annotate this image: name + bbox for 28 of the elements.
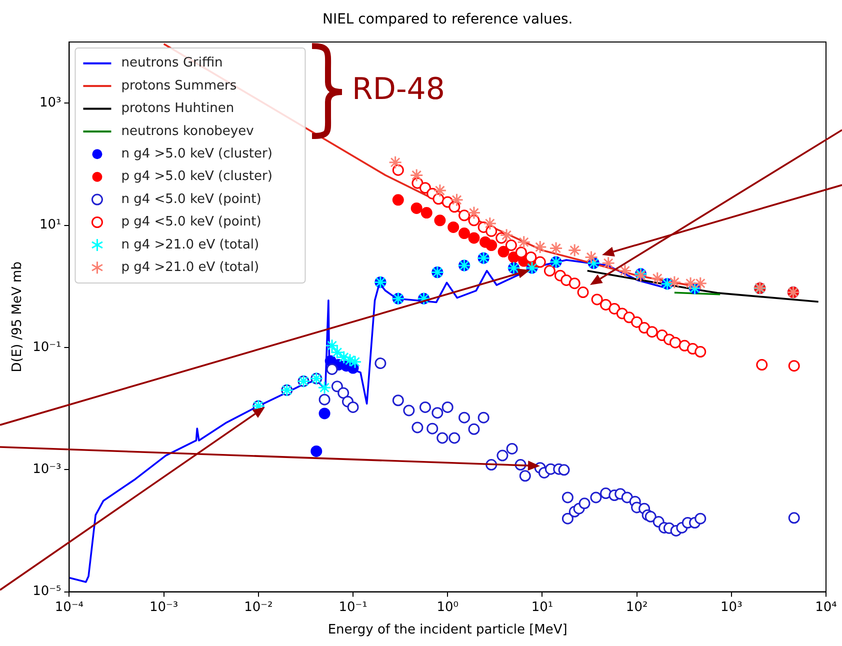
legend-label: neutrons konobeyev (121, 124, 254, 139)
legend-label: p g4 <5.0 keV (point) (121, 214, 262, 230)
y-tick-label: 10³ (39, 95, 62, 110)
x-tick-label: 10⁴ (815, 600, 837, 615)
x-tick-label: 10⁻² (244, 600, 273, 615)
legend-label: n g4 >5.0 keV (cluster) (121, 146, 272, 162)
x-axis-title: Energy of the incident particle [MeV] (328, 622, 568, 638)
y-tick-label: 10⁻³ (32, 462, 62, 477)
annotation: RD-48 (352, 72, 445, 107)
legend-label: p g4 >5.0 keV (cluster) (121, 169, 272, 184)
chart-title: NIEL compared to reference values. (322, 12, 573, 28)
legend-label: protons Huhtinen (121, 101, 234, 116)
y-tick-label: 10⁻⁵ (32, 584, 62, 600)
legend-label: p g4 >21.0 eV (total) (121, 260, 260, 276)
legend-label: protons Summers (121, 78, 237, 94)
x-tick-label: 10⁻³ (150, 600, 178, 615)
x-tick-label: 10³ (720, 600, 742, 615)
x-tick-label: 10¹ (531, 600, 554, 615)
x-tick-label: 10⁻⁴ (54, 600, 84, 615)
y-tick-label: 10¹ (39, 218, 62, 233)
legend-label: n g4 <5.0 keV (point) (121, 192, 262, 207)
y-tick-label: 10⁻¹ (32, 340, 62, 355)
x-tick-label: 10⁰ (436, 600, 458, 615)
x-tick-label: 10² (626, 600, 648, 615)
y-axis-title: D(E) /95 MeV mb (10, 262, 26, 372)
x-tick-label: 10⁻¹ (338, 600, 368, 615)
legend-label: n g4 >21.0 eV (total) (121, 237, 260, 252)
legend-label: neutrons Griffin (121, 56, 223, 71)
